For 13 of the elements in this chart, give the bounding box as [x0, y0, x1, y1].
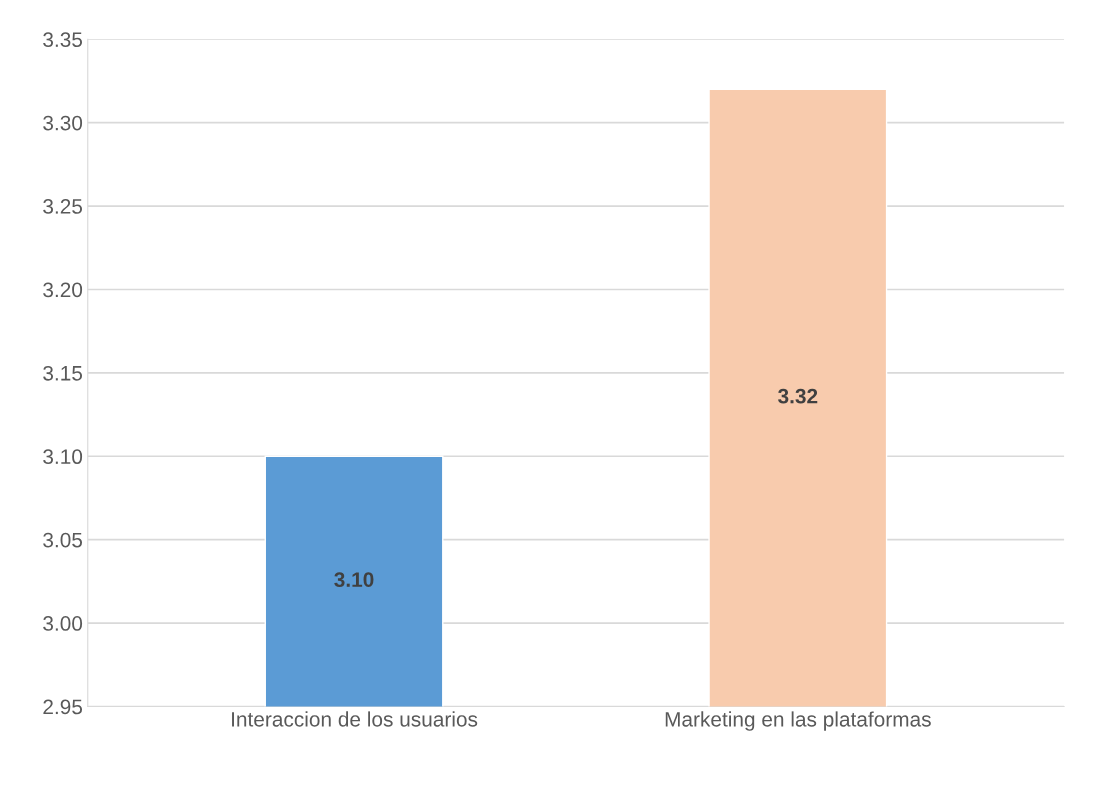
x-tick-label: Marketing en las plataformas: [665, 711, 931, 731]
y-tick-label: 2.95: [43, 699, 83, 715]
y-tick-label: 3.20: [43, 282, 83, 298]
y-tick-label: 3.05: [43, 532, 83, 548]
x-tick-label: Interaccion de los usuarios: [232, 711, 478, 727]
y-tick-label: 3.15: [43, 365, 83, 381]
y-tick-label: 3.00: [43, 616, 83, 631]
y-tick-label: 3.35: [43, 32, 83, 47]
y-tick-label: 3.30: [43, 115, 83, 131]
y-tick-label: 3.25: [43, 199, 83, 214]
data-label: 3.32: [778, 388, 818, 404]
data-label: 3.10: [334, 572, 374, 588]
y-tick-label: 3.10: [43, 449, 83, 465]
